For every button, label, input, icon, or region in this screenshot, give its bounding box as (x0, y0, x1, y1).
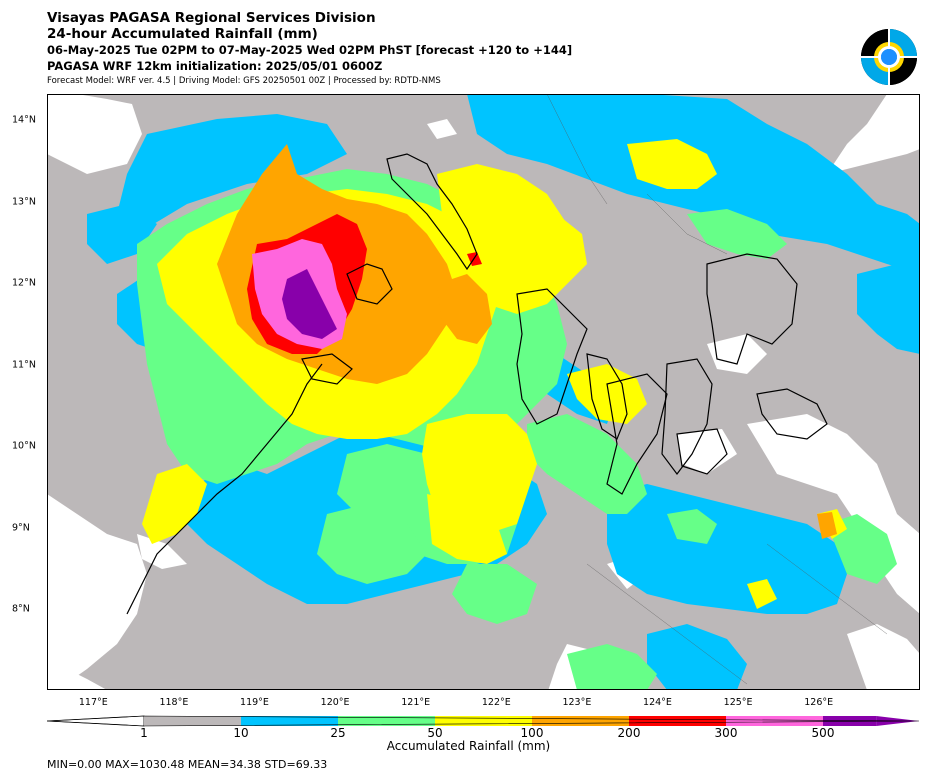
colorbar-tick-label: 500 (811, 726, 835, 740)
colorbar-title: Accumulated Rainfall (mm) (386, 739, 551, 753)
colorbar-tick-label: 1 (140, 726, 148, 740)
colorbar-segment (435, 716, 532, 726)
statistics-summary: MIN=0.00 MAX=1030.48 MEAN=34.38 STD=69.3… (47, 758, 328, 771)
colorbar-segment (532, 716, 629, 726)
longitude-tick-label: 124°E (643, 697, 672, 708)
longitude-tick-label: 121°E (401, 697, 431, 708)
colorbar-segment (338, 716, 435, 726)
province-boundaries (546, 94, 888, 685)
model-initialization: PAGASA WRF 12km initialization: 2025/05/… (47, 59, 383, 73)
colorbar-tick-label: 50 (427, 726, 443, 740)
latitude-tick-label: 8°N (12, 603, 30, 615)
longitude-tick-label: 126°E (804, 697, 834, 708)
longitude-tick-label: 119°E (240, 697, 269, 708)
colorbar-under-triangle (47, 715, 145, 727)
rainfall-above-500mm (282, 269, 337, 339)
latitude-tick-label: 10°N (12, 440, 36, 452)
map-title: Visayas PAGASA Regional Services Divisio… (47, 10, 376, 26)
rainfall-map (47, 94, 920, 690)
latitude-tick-label: 9°N (12, 522, 30, 534)
colorbar-tick-label: 300 (714, 726, 738, 740)
coastlines (126, 153, 828, 615)
colorbar-tick-label: 200 (617, 726, 641, 740)
colorbar (47, 715, 920, 727)
map-subtitle: 24-hour Accumulated Rainfall (mm) (47, 26, 318, 42)
longitude-tick-label: 118°E (159, 697, 189, 708)
longitude-tick-label: 122°E (481, 697, 511, 708)
colorbar-tick-label: 25 (330, 726, 346, 740)
latitude-tick-label: 14°N (12, 114, 36, 126)
longitude-tick-label: 125°E (723, 697, 753, 708)
colorbar-segment (823, 716, 877, 726)
latitude-tick-label: 13°N (12, 196, 36, 208)
colorbar-segment (629, 716, 726, 726)
latitude-tick-label: 12°N (12, 277, 36, 289)
pagasa-logo (861, 29, 917, 85)
latitude-tick-label: 11°N (12, 359, 36, 371)
colorbar-tick-label: 100 (520, 726, 544, 740)
model-info: Forecast Model: WRF ver. 4.5 | Driving M… (47, 76, 441, 86)
colorbar-tick-label: 10 (233, 726, 249, 740)
longitude-tick-label: 123°E (562, 697, 592, 708)
forecast-period: 06-May-2025 Tue 02PM to 07-May-2025 Wed … (47, 43, 573, 57)
longitude-tick-label: 120°E (320, 697, 350, 708)
colorbar-segment (241, 716, 338, 726)
colorbar-segment (144, 716, 241, 726)
longitude-tick-label: 117°E (78, 697, 108, 708)
colorbar-segment (726, 716, 823, 726)
